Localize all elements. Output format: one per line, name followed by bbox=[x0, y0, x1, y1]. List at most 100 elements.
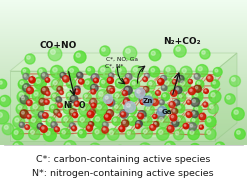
Ellipse shape bbox=[166, 143, 170, 147]
Ellipse shape bbox=[74, 101, 80, 106]
Ellipse shape bbox=[190, 89, 192, 91]
Ellipse shape bbox=[164, 141, 176, 153]
Ellipse shape bbox=[0, 79, 7, 89]
Ellipse shape bbox=[91, 89, 96, 94]
Ellipse shape bbox=[40, 146, 50, 156]
Ellipse shape bbox=[124, 78, 129, 84]
Ellipse shape bbox=[109, 125, 114, 129]
Ellipse shape bbox=[87, 68, 91, 71]
Ellipse shape bbox=[21, 68, 30, 76]
Ellipse shape bbox=[71, 97, 74, 99]
Ellipse shape bbox=[76, 127, 80, 131]
Ellipse shape bbox=[19, 122, 24, 128]
Ellipse shape bbox=[98, 65, 111, 78]
Ellipse shape bbox=[83, 93, 91, 101]
Ellipse shape bbox=[15, 143, 18, 147]
Ellipse shape bbox=[136, 125, 138, 126]
Ellipse shape bbox=[94, 122, 98, 126]
Ellipse shape bbox=[152, 99, 159, 106]
Ellipse shape bbox=[84, 94, 87, 97]
Ellipse shape bbox=[195, 86, 198, 89]
Ellipse shape bbox=[56, 97, 62, 102]
Ellipse shape bbox=[144, 78, 145, 79]
Ellipse shape bbox=[151, 51, 155, 55]
Ellipse shape bbox=[51, 106, 54, 109]
Ellipse shape bbox=[77, 110, 80, 114]
Ellipse shape bbox=[108, 111, 110, 114]
Ellipse shape bbox=[109, 100, 111, 103]
Ellipse shape bbox=[161, 106, 165, 109]
Ellipse shape bbox=[72, 126, 77, 131]
Ellipse shape bbox=[61, 82, 73, 94]
Ellipse shape bbox=[159, 118, 163, 122]
Ellipse shape bbox=[19, 93, 24, 97]
Ellipse shape bbox=[46, 79, 48, 80]
Ellipse shape bbox=[43, 129, 56, 141]
Ellipse shape bbox=[90, 110, 92, 112]
Ellipse shape bbox=[69, 123, 75, 129]
Ellipse shape bbox=[121, 112, 126, 117]
Ellipse shape bbox=[149, 49, 161, 61]
Ellipse shape bbox=[188, 96, 193, 102]
Ellipse shape bbox=[76, 53, 80, 57]
Ellipse shape bbox=[21, 97, 25, 100]
Ellipse shape bbox=[106, 99, 113, 105]
Ellipse shape bbox=[24, 74, 26, 77]
Ellipse shape bbox=[71, 110, 73, 113]
Ellipse shape bbox=[116, 66, 126, 77]
Ellipse shape bbox=[158, 79, 164, 85]
Ellipse shape bbox=[143, 86, 149, 92]
Ellipse shape bbox=[66, 79, 76, 88]
Ellipse shape bbox=[91, 120, 104, 132]
Ellipse shape bbox=[192, 119, 195, 121]
Ellipse shape bbox=[17, 124, 29, 135]
Ellipse shape bbox=[91, 100, 93, 102]
Ellipse shape bbox=[92, 104, 94, 106]
Ellipse shape bbox=[143, 129, 147, 133]
Ellipse shape bbox=[125, 88, 128, 91]
Ellipse shape bbox=[46, 91, 50, 96]
Ellipse shape bbox=[156, 91, 161, 95]
Ellipse shape bbox=[163, 126, 168, 130]
Ellipse shape bbox=[54, 127, 60, 132]
Ellipse shape bbox=[123, 121, 125, 124]
Ellipse shape bbox=[156, 91, 158, 93]
Ellipse shape bbox=[78, 115, 90, 128]
Ellipse shape bbox=[141, 145, 145, 149]
Ellipse shape bbox=[138, 111, 146, 119]
Ellipse shape bbox=[141, 115, 152, 126]
Ellipse shape bbox=[0, 112, 2, 117]
Ellipse shape bbox=[46, 131, 50, 135]
Ellipse shape bbox=[162, 93, 169, 101]
Ellipse shape bbox=[134, 97, 138, 101]
Ellipse shape bbox=[178, 77, 181, 79]
Ellipse shape bbox=[19, 126, 23, 130]
Ellipse shape bbox=[31, 118, 36, 122]
Ellipse shape bbox=[129, 107, 132, 110]
Ellipse shape bbox=[91, 84, 98, 92]
Ellipse shape bbox=[100, 79, 109, 88]
Ellipse shape bbox=[0, 95, 11, 107]
Ellipse shape bbox=[187, 113, 189, 115]
Ellipse shape bbox=[81, 98, 85, 102]
Ellipse shape bbox=[196, 80, 204, 88]
Ellipse shape bbox=[112, 117, 121, 125]
Ellipse shape bbox=[149, 124, 154, 129]
Ellipse shape bbox=[103, 128, 105, 130]
Ellipse shape bbox=[51, 122, 57, 128]
Ellipse shape bbox=[174, 45, 186, 57]
Ellipse shape bbox=[161, 75, 167, 81]
Ellipse shape bbox=[182, 121, 193, 132]
Ellipse shape bbox=[208, 76, 210, 79]
Ellipse shape bbox=[134, 83, 139, 88]
Ellipse shape bbox=[210, 105, 213, 109]
Ellipse shape bbox=[110, 95, 124, 109]
Ellipse shape bbox=[19, 107, 34, 123]
Ellipse shape bbox=[105, 115, 108, 117]
Ellipse shape bbox=[41, 147, 45, 151]
Ellipse shape bbox=[204, 89, 208, 93]
Ellipse shape bbox=[159, 108, 162, 111]
Ellipse shape bbox=[53, 68, 57, 72]
Text: CO+NO: CO+NO bbox=[39, 42, 77, 50]
Ellipse shape bbox=[141, 100, 145, 105]
